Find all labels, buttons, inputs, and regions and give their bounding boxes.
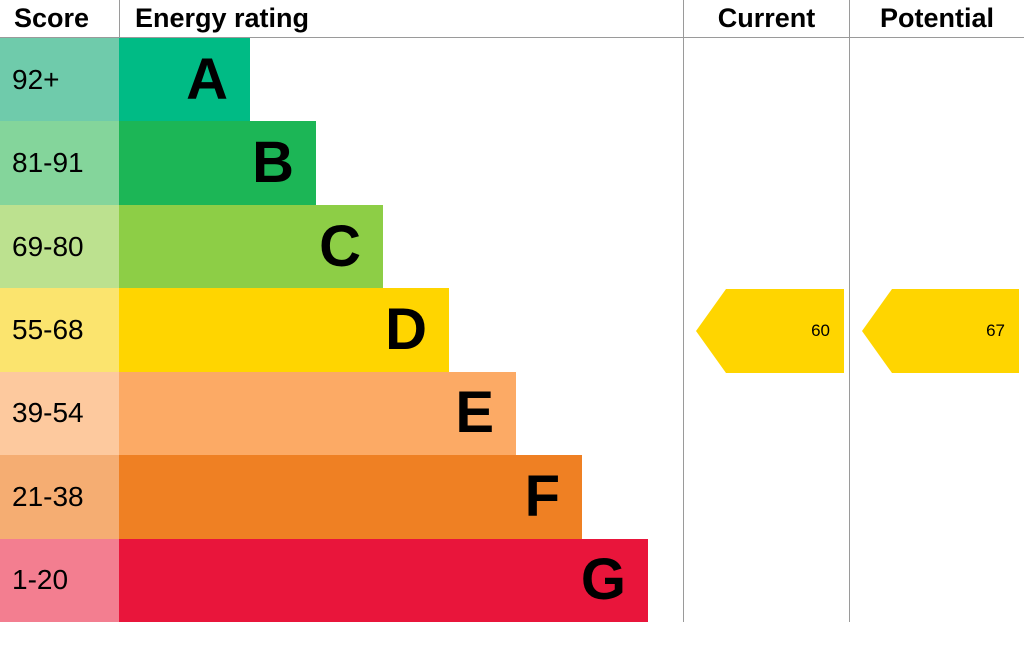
score-range-e: 39-54 [0, 371, 119, 456]
score-column: 92+ 81-91 69-80 55-68 39-54 21-38 1-20 [0, 38, 119, 622]
chart-body: 92+ 81-91 69-80 55-68 39-54 21-38 1-20 A… [0, 38, 1024, 622]
current-header: Current [683, 0, 849, 37]
potential-rating-value: 67 [986, 321, 1005, 340]
rating-bar-a: A [119, 38, 250, 122]
energy-rating-column: A B C D E [119, 38, 683, 622]
rating-bar-e: E [119, 371, 516, 456]
rating-bar-g: G [119, 538, 648, 622]
band-row-e: E [119, 371, 683, 456]
score-range-b: 81-91 [0, 121, 119, 205]
score-range-c: 69-80 [0, 204, 119, 289]
score-range-g: 1-20 [0, 538, 119, 622]
current-rating-value: 60 [811, 321, 830, 340]
rating-bar-b: B [119, 121, 316, 205]
potential-rating-arrow: 67 [862, 289, 1019, 373]
score-range-a: 92+ [0, 38, 119, 122]
rating-letter-a: A [186, 46, 228, 112]
band-row-d: D [119, 288, 683, 372]
score-range-f: 21-38 [0, 455, 119, 539]
current-rating-arrow: 60 [696, 289, 844, 373]
potential-header: Potential [849, 0, 1024, 37]
potential-column: 67 [849, 38, 1024, 622]
score-range-d: 55-68 [0, 288, 119, 372]
rating-letter-d: D [385, 296, 427, 362]
rating-letter-c: C [319, 213, 361, 279]
band-row-f: F [119, 455, 683, 539]
header-row: Score Energy rating Current Potential [0, 0, 1024, 38]
band-row-g: G [119, 538, 683, 622]
band-row-b: B [119, 121, 683, 205]
current-column: 60 [683, 38, 849, 622]
band-row-a: A [119, 38, 683, 122]
rating-bar-c: C [119, 204, 383, 289]
rating-letter-b: B [252, 130, 294, 196]
rating-letter-g: G [580, 547, 626, 613]
rating-bar-d: D [119, 288, 449, 372]
rating-letter-e: E [455, 380, 494, 446]
band-row-c: C [119, 204, 683, 289]
score-header: Score [14, 3, 90, 33]
energy-rating-header: Energy rating [119, 0, 683, 37]
rating-bar-f: F [119, 455, 582, 539]
rating-letter-f: F [524, 463, 560, 529]
